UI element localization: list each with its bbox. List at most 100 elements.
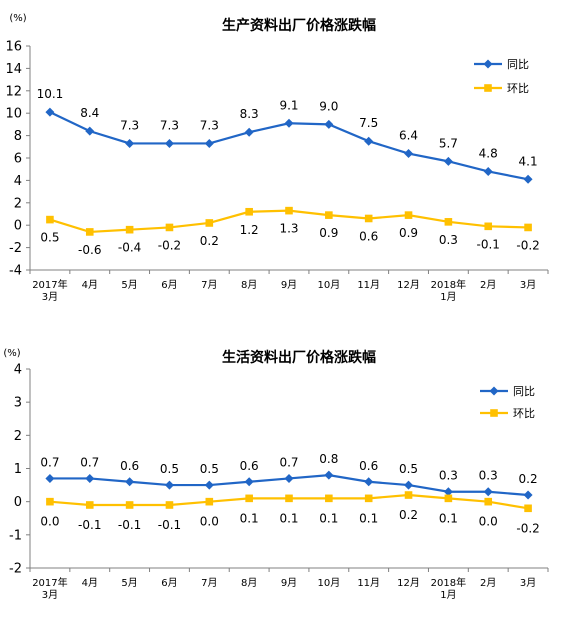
x-tick-label: 3月 — [42, 589, 58, 601]
y-unit-label: (%) — [9, 13, 26, 24]
data-point-1 — [85, 126, 95, 136]
data-point-2 — [85, 228, 94, 236]
data-point-1 — [45, 473, 55, 483]
x-tick-label: 10月 — [317, 279, 340, 291]
x-tick-label: 2017年 — [32, 278, 67, 291]
data-point-2 — [165, 501, 174, 509]
data-label-2: 1.3 — [279, 222, 298, 236]
x-tick-label: 11月 — [357, 577, 380, 589]
chart-title: 生活资料出厂价格涨跌幅 — [222, 349, 376, 366]
x-tick-label: 7月 — [201, 279, 217, 291]
data-label-1: 7.3 — [200, 118, 219, 132]
y-tick-label: 2 — [14, 429, 22, 444]
data-point-2 — [205, 219, 214, 227]
data-point-2 — [524, 504, 532, 513]
legend-label-1: 同比 — [513, 385, 535, 398]
x-tick-label: 1月 — [440, 291, 456, 303]
data-point-2 — [484, 497, 493, 506]
x-tick-label: 2月 — [480, 577, 496, 589]
y-tick-label: 2 — [14, 196, 22, 211]
legend-marker-2 — [490, 409, 498, 417]
data-label-1: 0.5 — [160, 462, 179, 476]
data-label-2: 0.0 — [479, 515, 498, 529]
data-label-1: 0.5 — [399, 462, 418, 476]
x-tick-label: 9月 — [281, 577, 297, 589]
x-tick-label: 8月 — [241, 577, 257, 589]
data-point-1 — [523, 490, 533, 500]
data-label-1: 7.3 — [120, 118, 139, 132]
data-point-2 — [444, 218, 453, 226]
data-point-1 — [204, 480, 214, 490]
data-label-2: -0.1 — [118, 518, 141, 532]
data-point-2 — [46, 215, 54, 224]
y-tick-label: 16 — [5, 40, 22, 55]
data-point-2 — [484, 222, 493, 231]
y-tick-label: 12 — [5, 84, 22, 99]
data-label-2: -0.1 — [78, 518, 101, 532]
data-point-1 — [324, 119, 334, 129]
data-label-2: 0.2 — [200, 234, 219, 248]
x-tick-label: 6月 — [161, 279, 177, 291]
data-label-2: 0.0 — [40, 515, 59, 529]
x-tick-label: 2018年 — [431, 278, 466, 291]
data-point-2 — [524, 223, 532, 232]
data-label-2: -0.2 — [516, 521, 539, 535]
data-point-2 — [364, 214, 373, 223]
data-point-1 — [443, 156, 453, 166]
x-tick-label: 3月 — [520, 279, 536, 291]
data-label-1: 0.7 — [80, 455, 99, 469]
data-label-2: -0.4 — [118, 241, 141, 255]
data-point-2 — [125, 501, 134, 509]
x-tick-label: 1月 — [440, 589, 456, 601]
data-point-2 — [404, 491, 413, 499]
x-tick-label: 5月 — [121, 577, 137, 589]
x-tick-label: 8月 — [241, 279, 257, 291]
data-label-1: 0.7 — [279, 455, 298, 469]
x-tick-label: 6月 — [161, 577, 177, 589]
y-tick-label: -2 — [9, 241, 22, 256]
data-point-2 — [444, 494, 453, 503]
data-label-1: 0.6 — [359, 459, 378, 473]
data-point-1 — [483, 166, 493, 176]
x-tick-label: 4月 — [82, 279, 98, 291]
y-tick-label: -1 — [9, 528, 22, 543]
data-point-1 — [125, 477, 135, 487]
data-label-1: 0.3 — [479, 469, 498, 483]
data-label-1: 0.7 — [40, 455, 59, 469]
data-label-2: 0.5 — [40, 231, 59, 245]
y-unit-label: (%) — [3, 348, 20, 359]
data-point-1 — [483, 487, 493, 497]
data-label-1: 7.5 — [359, 116, 378, 130]
data-label-1: 6.4 — [399, 129, 418, 143]
data-label-1: 9.1 — [279, 98, 298, 112]
x-tick-label: 11月 — [357, 279, 380, 291]
data-label-2: -0.1 — [477, 237, 500, 251]
legend-marker-1 — [483, 59, 493, 69]
data-point-1 — [364, 477, 374, 487]
x-tick-label: 4月 — [82, 577, 98, 589]
legend-label-2: 环比 — [513, 407, 535, 420]
data-label-1: 8.3 — [240, 107, 259, 121]
data-label-2: -0.1 — [158, 518, 181, 532]
data-label-2: 0.1 — [240, 511, 259, 525]
data-label-2: -0.2 — [516, 238, 539, 252]
data-point-2 — [325, 211, 333, 219]
data-point-2 — [46, 497, 54, 506]
data-point-2 — [285, 494, 293, 503]
x-tick-label: 3月 — [520, 577, 536, 589]
data-label-1: 7.3 — [160, 118, 179, 132]
y-tick-label: 14 — [5, 62, 22, 77]
y-tick-label: 3 — [14, 396, 22, 411]
data-label-2: 0.0 — [200, 515, 219, 529]
x-tick-label: 10月 — [317, 577, 340, 589]
data-point-1 — [244, 127, 254, 137]
legend-label-2: 环比 — [507, 82, 529, 95]
data-label-2: 0.1 — [279, 511, 298, 525]
chart-1: 生产资料出厂价格涨跌幅(%)-4-202468101214162017年3月4月… — [5, 13, 549, 303]
data-label-1: 10.1 — [37, 87, 64, 101]
x-tick-label: 12月 — [397, 577, 420, 589]
data-point-1 — [404, 149, 414, 159]
data-point-2 — [364, 494, 373, 503]
y-tick-label: 4 — [14, 363, 22, 378]
data-point-1 — [204, 138, 214, 148]
